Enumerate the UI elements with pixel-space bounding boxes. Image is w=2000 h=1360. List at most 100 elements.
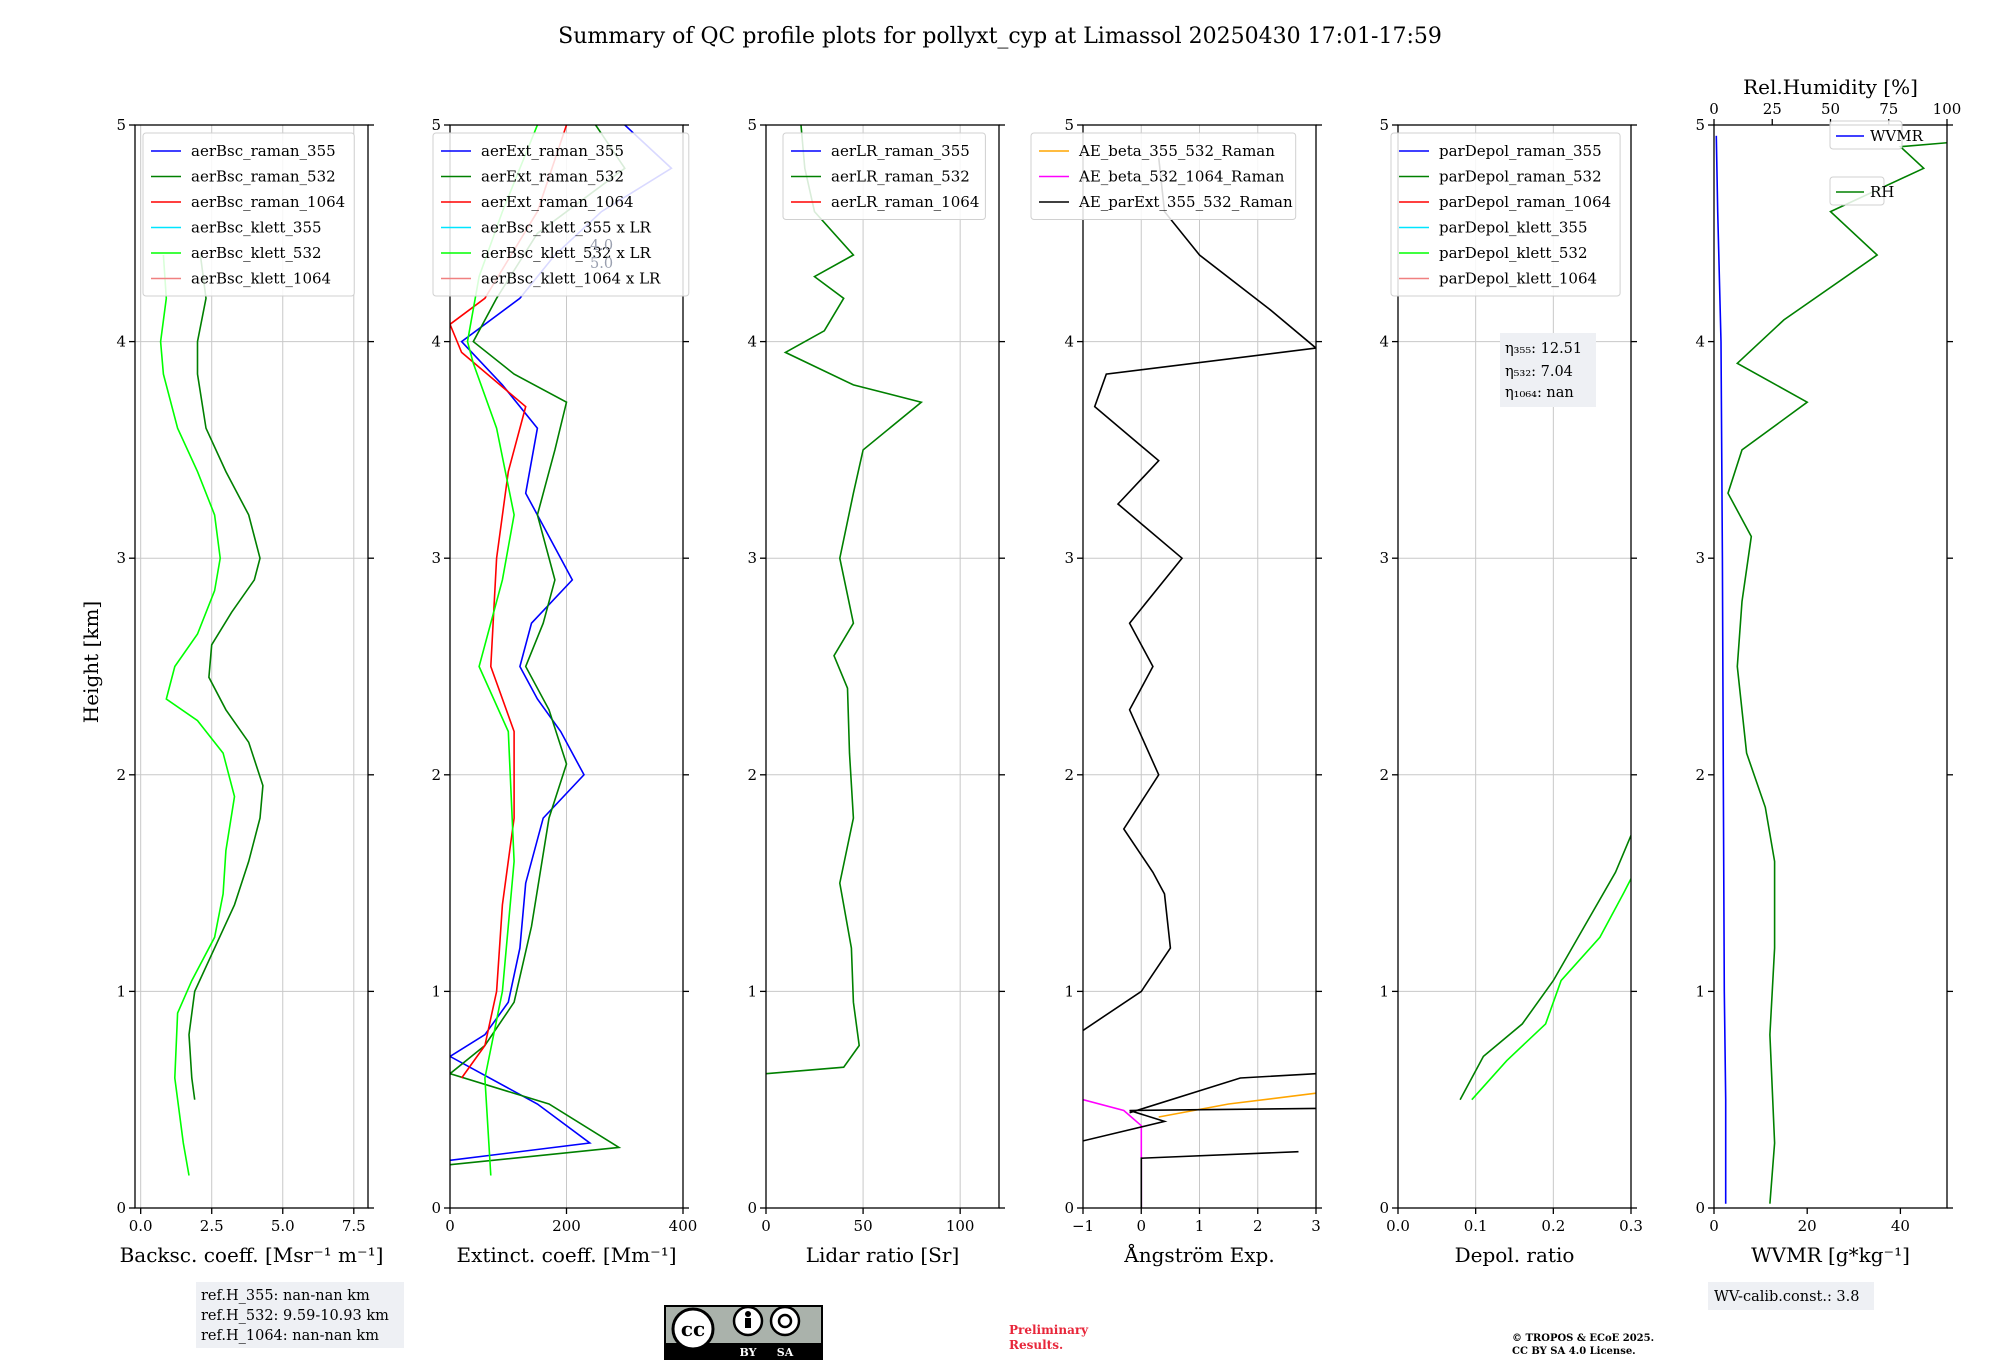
series-line-ae-extra-1 xyxy=(1083,1107,1316,1142)
x-tick-label: 0.2 xyxy=(1541,1217,1565,1235)
legend-label: parDepol_klett_532 xyxy=(1439,244,1588,262)
y-tick-label: 4 xyxy=(1379,333,1389,351)
series-line-WVMR xyxy=(1715,135,1727,1204)
y-tick-label: 3 xyxy=(1064,549,1074,567)
x-tick-label: 40 xyxy=(1891,1217,1910,1235)
eta-box xyxy=(1500,333,1596,407)
y-tick-label: 4 xyxy=(431,333,441,351)
x-tick-label: 0 xyxy=(761,1217,771,1235)
axes-frame xyxy=(1397,124,1632,1209)
preliminary-line1: Preliminary xyxy=(1009,1323,1089,1337)
y-tick-label: 0 xyxy=(1379,1199,1389,1217)
series-line-parDepol_klett_532 xyxy=(1471,878,1631,1101)
legend-box xyxy=(432,132,690,297)
x-tick-label: 0.3 xyxy=(1619,1217,1643,1235)
y-tick-label: 5 xyxy=(116,116,126,134)
legend-label: aerExt_raman_1064 xyxy=(481,193,634,211)
legend-label: parDepol_klett_1064 xyxy=(1439,270,1597,288)
x-tick-label: −1 xyxy=(1072,1217,1094,1235)
ref-height-box: ref.H_355: nan-nan km ref.H_532: 9.59-10… xyxy=(196,1282,404,1348)
copyright-line2: CC BY SA 4.0 License. xyxy=(1512,1346,1636,1357)
top-x-tick-label: 75 xyxy=(1879,100,1898,118)
legend-label: aerBsc_klett_532 xyxy=(191,244,322,262)
legend-label: AE_beta_532_1064_Raman xyxy=(1078,168,1285,186)
legend-label: aerExt_raman_355 xyxy=(481,142,624,160)
y-tick-label: 4 xyxy=(747,333,757,351)
series-line-parDepol_raman_532 xyxy=(1459,835,1631,1101)
series-line-AE_beta_532_1064_Raman xyxy=(1083,1098,1143,1208)
x-tick-label: 20 xyxy=(1798,1217,1817,1235)
series-layer xyxy=(159,254,264,1176)
x-tick-label: 400 xyxy=(669,1217,698,1235)
top-x-tick-label: 25 xyxy=(1763,100,1782,118)
series-line-AE_beta_355_532_Raman xyxy=(1158,1092,1316,1118)
y-tick-label: 2 xyxy=(747,766,757,784)
ref-h-355: ref.H_355: nan-nan km xyxy=(201,1288,370,1304)
top-x-tick-label: 100 xyxy=(1933,100,1962,118)
by-label: BY xyxy=(740,1346,757,1359)
top-x-axis-label: Rel.Humidity [%] xyxy=(1743,75,1918,99)
legend-label: aerBsc_raman_1064 xyxy=(191,193,345,211)
cc-mark: cc xyxy=(681,1317,705,1341)
x-tick-label: 1 xyxy=(1195,1217,1205,1235)
eta-label: η₅₃₂: 7.04 xyxy=(1505,364,1573,380)
legend-label: aerBsc_klett_355 xyxy=(191,219,322,237)
x-tick-label: 3 xyxy=(1311,1217,1321,1235)
x-tick-label: 2 xyxy=(1253,1217,1263,1235)
y-tick-label: 1 xyxy=(116,982,126,1000)
x-tick-label: 0.0 xyxy=(129,1217,153,1235)
panel-2: 0 1 2 3 4 5 0 200 400 Extinct. coeff. [Mm⁻¹] aerEx… xyxy=(431,116,697,1267)
series-line-ae-extra-2 xyxy=(1129,1072,1316,1114)
axes-frame xyxy=(134,124,369,1209)
legend-label: aerLR_raman_355 xyxy=(831,142,970,160)
y-tick-label: 2 xyxy=(116,766,126,784)
y-tick-label: 1 xyxy=(1379,982,1389,1000)
legend-label: parDepol_raman_1064 xyxy=(1439,193,1611,211)
y-tick-label: 3 xyxy=(1379,549,1389,567)
y-tick-label: 4 xyxy=(1695,333,1705,351)
series-line-AE_parExt_355_532_Raman xyxy=(1083,157,1316,1032)
y-tick-label: 0 xyxy=(116,1199,126,1217)
y-tick-label: 1 xyxy=(1064,982,1074,1000)
y-tick-label: 5 xyxy=(1695,116,1705,134)
legend-label: RH xyxy=(1870,183,1894,201)
y-tick-label: 3 xyxy=(1695,549,1705,567)
eta-label: η₁₀₆₄: nan xyxy=(1505,385,1574,401)
legend-label: aerBsc_klett_1064 xyxy=(191,270,331,288)
legend-label: aerBsc_klett_355 x LR xyxy=(481,219,652,237)
x-tick-label: 0 xyxy=(1136,1217,1146,1235)
y-tick-label: 4 xyxy=(1064,333,1074,351)
series-line-aerLR_raman_532 xyxy=(766,125,924,1075)
copyright-line1: © TROPOS & ECoE 2025. xyxy=(1512,1333,1654,1344)
series-line-aerBsc_raman_532 xyxy=(188,254,264,1100)
series-layer xyxy=(1715,135,1947,1204)
overlay-text: 4.0 xyxy=(590,238,613,254)
series-line-RH xyxy=(1727,141,1947,1204)
legend-box xyxy=(1390,132,1621,297)
y-tick-label: 5 xyxy=(747,116,757,134)
x-tick-label: 5.0 xyxy=(271,1217,295,1235)
legend-label: aerLR_raman_532 xyxy=(831,168,970,186)
series-line-aerExt_raman_532 xyxy=(450,125,626,1166)
legend-label: WVMR xyxy=(1870,127,1924,145)
x-tick-label: 0 xyxy=(1709,1217,1719,1235)
x-axis-label: Depol. ratio xyxy=(1455,1243,1575,1267)
panel-5: 0 1 2 3 4 5 0.0 0.1 0.2 0.3 Depol. ratio parDepol_r… xyxy=(1379,116,1642,1267)
top-x-tick-label: 50 xyxy=(1821,100,1840,118)
y-tick-label: 2 xyxy=(1695,766,1705,784)
y-tick-label: 0 xyxy=(431,1199,441,1217)
legend-label: aerBsc_klett_1064 x LR xyxy=(481,270,661,288)
x-tick-label: 200 xyxy=(552,1217,581,1235)
x-tick-label: 50 xyxy=(854,1217,873,1235)
y-tick-label: 0 xyxy=(1064,1199,1074,1217)
y-axis-label: Height [km] xyxy=(79,601,103,723)
eta-label: η₃₅₅: 12.51 xyxy=(1505,341,1582,357)
x-tick-label: 100 xyxy=(946,1217,975,1235)
series-line-ae-extra-3 xyxy=(1140,1150,1299,1208)
figure-title: Summary of QC profile plots for pollyxt_… xyxy=(558,24,1442,49)
x-axis-label: WVMR [g*kg⁻¹] xyxy=(1751,1243,1910,1267)
legend-box xyxy=(1030,132,1297,220)
legend-box xyxy=(142,132,355,297)
preliminary-line2: Results. xyxy=(1009,1338,1063,1352)
